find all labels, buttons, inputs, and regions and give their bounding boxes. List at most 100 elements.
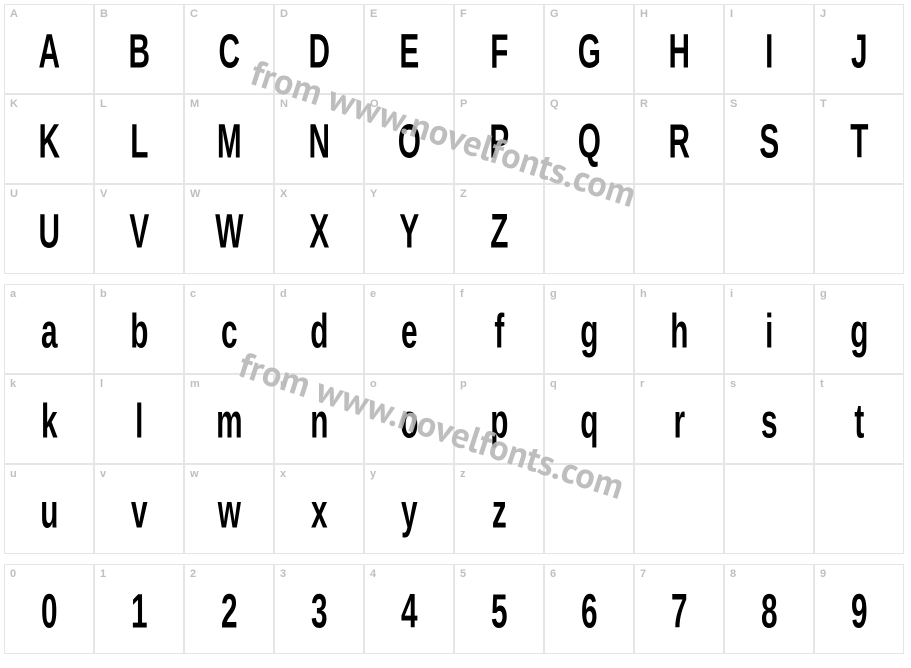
glyph-cell: tt (814, 374, 904, 464)
cell-label: 2 (190, 568, 196, 580)
glyph-cell: nn (274, 374, 364, 464)
cell-glyph: 3 (306, 584, 332, 639)
glyph-cell: WW (184, 184, 274, 274)
cell-label: g (820, 288, 827, 300)
cell-label: m (190, 378, 200, 390)
cell-glyph: p (485, 394, 513, 449)
cell-label: v (100, 468, 106, 480)
glyph-cell: ll (94, 374, 184, 464)
glyph-cell: ZZ (454, 184, 544, 274)
cell-label: A (10, 8, 18, 20)
glyph-cell: uu (4, 464, 94, 554)
row-spacer (4, 274, 907, 284)
cell-label: g (550, 288, 557, 300)
grid-row: kkllmmnnooppqqrrsstt (4, 374, 907, 464)
glyph-cell: kk (4, 374, 94, 464)
cell-glyph: n (305, 394, 333, 449)
cell-glyph: Z (485, 204, 513, 259)
cell-glyph: 5 (486, 584, 512, 639)
cell-glyph: t (852, 394, 867, 449)
cell-glyph: Y (393, 204, 424, 259)
cell-glyph: 4 (396, 584, 422, 639)
cell-label: c (190, 288, 196, 300)
cell-label: V (100, 188, 107, 200)
cell-glyph: S (753, 114, 784, 169)
cell-label: b (100, 288, 107, 300)
glyph-cell: 00 (4, 564, 94, 654)
cell-glyph: e (396, 304, 422, 359)
grid-row: UUVVWWXXYYZZ (4, 184, 907, 274)
cell-label: 8 (730, 568, 736, 580)
glyph-cell: 44 (364, 564, 454, 654)
cell-label: k (10, 378, 16, 390)
glyph-cell: 77 (634, 564, 724, 654)
cell-label: 1 (100, 568, 106, 580)
cell-glyph: V (123, 204, 154, 259)
glyph-cell: AA (4, 4, 94, 94)
cell-label: O (370, 98, 379, 110)
cell-glyph: C (212, 24, 246, 79)
grid-row: KKLLMMNNOOPPQQRRSSTT (4, 94, 907, 184)
cell-glyph: c (216, 304, 242, 359)
glyph-cell: OO (364, 94, 454, 184)
glyph-cell: vv (94, 464, 184, 554)
cell-label: y (370, 468, 376, 480)
glyph-cell (544, 464, 634, 554)
cell-label: I (730, 8, 733, 20)
cell-glyph: K (32, 114, 66, 169)
cell-label: 7 (640, 568, 646, 580)
cell-label: U (10, 188, 18, 200)
cell-label: 5 (460, 568, 466, 580)
cell-glyph: H (662, 24, 696, 79)
glyph-cell: SS (724, 94, 814, 184)
cell-glyph: s (756, 394, 782, 449)
cell-glyph: g (575, 304, 603, 359)
glyph-cell: 99 (814, 564, 904, 654)
glyph-cell: QQ (544, 94, 634, 184)
glyph-cell: GG (544, 4, 634, 94)
cell-glyph: d (305, 304, 333, 359)
cell-glyph: u (35, 484, 63, 539)
cell-label: H (640, 8, 648, 20)
glyph-cell: rr (634, 374, 724, 464)
cell-label: 9 (820, 568, 826, 580)
glyph-cell: FF (454, 4, 544, 94)
glyph-cell: BB (94, 4, 184, 94)
cell-glyph: I (763, 24, 775, 79)
cell-glyph: y (396, 484, 422, 539)
cell-label: K (10, 98, 18, 110)
glyph-cell: yy (364, 464, 454, 554)
cell-glyph: Q (571, 114, 607, 169)
cell-label: F (460, 8, 467, 20)
cell-glyph: i (763, 304, 775, 359)
cell-label: o (370, 378, 377, 390)
glyph-cell: dd (274, 284, 364, 374)
glyph-cell: HH (634, 4, 724, 94)
glyph-cell: 22 (184, 564, 274, 654)
glyph-cell: II (724, 4, 814, 94)
cell-label: B (100, 8, 108, 20)
cell-glyph: B (122, 24, 156, 79)
grid-row: AABBCCDDEEFFGGHHIIJJ (4, 4, 907, 94)
row-spacer (4, 554, 907, 564)
cell-glyph: W (207, 204, 251, 259)
glyph-cell (634, 184, 724, 274)
glyph-cell: EE (364, 4, 454, 94)
cell-label: z (460, 468, 466, 480)
glyph-cell: 11 (94, 564, 184, 654)
grid-row: 00112233445566778899 (4, 564, 907, 654)
glyph-cell: VV (94, 184, 184, 274)
glyph-cell (814, 184, 904, 274)
glyph-cell: DD (274, 4, 364, 94)
cell-label: l (100, 378, 103, 390)
glyph-cell (634, 464, 724, 554)
cell-label: J (820, 8, 826, 20)
glyph-cell: mm (184, 374, 274, 464)
cell-label: 3 (280, 568, 286, 580)
glyph-cell: PP (454, 94, 544, 184)
cell-glyph: f (492, 304, 507, 359)
cell-glyph: P (483, 114, 514, 169)
cell-label: n (280, 378, 287, 390)
cell-glyph: m (208, 394, 250, 449)
glyph-cell: ww (184, 464, 274, 554)
